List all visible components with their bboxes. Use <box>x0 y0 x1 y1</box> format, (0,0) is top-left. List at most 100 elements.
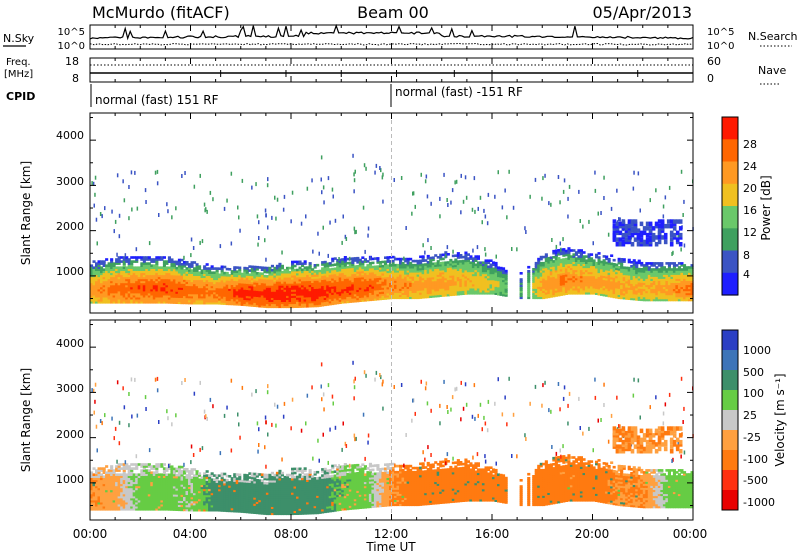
freq-label-line1: Freq. <box>6 57 31 68</box>
power-cell <box>110 280 114 284</box>
power-cell <box>353 287 357 291</box>
power-cell <box>328 300 332 304</box>
power-cell <box>590 265 594 269</box>
power-cell <box>195 269 199 272</box>
power-cell <box>569 249 573 252</box>
power-cell <box>348 277 352 281</box>
power-cell <box>386 292 390 296</box>
power-cell <box>225 274 229 277</box>
power-cell <box>373 257 377 260</box>
power-cell <box>283 270 287 274</box>
power-scatter-echo <box>230 171 233 176</box>
power-cell <box>454 270 458 274</box>
power-cell <box>474 265 478 269</box>
power-cell <box>624 228 629 233</box>
power-cell <box>220 281 224 285</box>
power-cell <box>363 299 367 302</box>
power-cell <box>132 299 136 302</box>
power-cell <box>602 285 606 289</box>
power-cell <box>366 286 370 290</box>
power-cell <box>100 288 104 292</box>
power-cell <box>401 272 405 275</box>
power-cell <box>660 270 664 273</box>
power-cell <box>155 274 159 278</box>
power-cell <box>424 265 428 268</box>
power-cell <box>650 292 654 296</box>
power-cell <box>562 264 566 267</box>
power-cell <box>384 270 388 274</box>
power-cell <box>406 288 410 291</box>
power-cell <box>270 291 274 294</box>
power-cell <box>474 275 478 279</box>
power-cell <box>361 287 365 290</box>
power-cell <box>406 261 410 265</box>
power-cell <box>637 288 641 291</box>
power-cell <box>549 266 553 270</box>
power-cell <box>228 294 232 297</box>
power-cell <box>348 263 352 267</box>
power-cell <box>90 272 94 276</box>
power-cell <box>406 265 410 269</box>
power-cell <box>424 273 428 276</box>
power-cell <box>115 290 119 294</box>
power-cell <box>155 284 159 288</box>
power-cell <box>534 272 538 275</box>
power-cell <box>127 292 131 296</box>
power-scatter-echo <box>381 175 384 180</box>
power-cell <box>225 276 229 279</box>
power-cell <box>298 301 302 304</box>
power-cell <box>341 280 345 284</box>
power-cell <box>185 295 189 299</box>
power-cell <box>690 282 694 286</box>
power-cell <box>662 288 666 292</box>
power-cell <box>549 282 553 286</box>
power-cell <box>358 285 362 288</box>
power-scatter-echo <box>597 211 599 216</box>
power-cell <box>451 287 455 290</box>
power-cell <box>552 278 556 281</box>
power-cell <box>193 285 197 289</box>
power-cell <box>258 282 262 286</box>
power-cell <box>685 280 689 283</box>
power-cell <box>572 265 576 269</box>
power-cell <box>602 271 606 274</box>
power-cell <box>642 226 647 231</box>
power-cell <box>230 300 234 304</box>
power-cell <box>640 268 644 271</box>
power-cell <box>100 272 104 276</box>
power-cell <box>534 261 538 265</box>
power-cell <box>489 275 493 279</box>
power-cell <box>617 282 621 285</box>
power-cell <box>562 258 566 261</box>
power-cell <box>582 251 586 254</box>
power-cell <box>363 294 367 298</box>
power-cell <box>680 262 684 265</box>
power-cell <box>497 288 501 292</box>
power-cell <box>356 297 360 301</box>
power-cell <box>411 276 415 279</box>
power-cell <box>464 251 468 255</box>
power-cell <box>610 272 614 276</box>
power-cell <box>170 286 174 290</box>
power-cell <box>690 272 694 275</box>
power-cell <box>504 292 508 295</box>
power-cell <box>155 296 159 300</box>
power-cell <box>481 283 485 287</box>
power-cell <box>200 277 204 281</box>
power-cell <box>288 277 292 280</box>
power-cell <box>200 275 204 278</box>
power-cell <box>190 301 194 305</box>
power-cell <box>308 294 312 298</box>
power-cell <box>459 266 463 269</box>
power-cell <box>298 280 302 284</box>
power-cell <box>107 278 111 282</box>
power-cell <box>278 289 282 292</box>
power-cell <box>122 294 126 298</box>
power-cell <box>177 287 181 290</box>
power-cell <box>92 282 96 286</box>
power-cell <box>376 275 380 278</box>
power-cell <box>145 284 149 288</box>
power-cell <box>288 289 292 292</box>
power-cell <box>562 262 566 265</box>
power-cell <box>487 265 491 269</box>
